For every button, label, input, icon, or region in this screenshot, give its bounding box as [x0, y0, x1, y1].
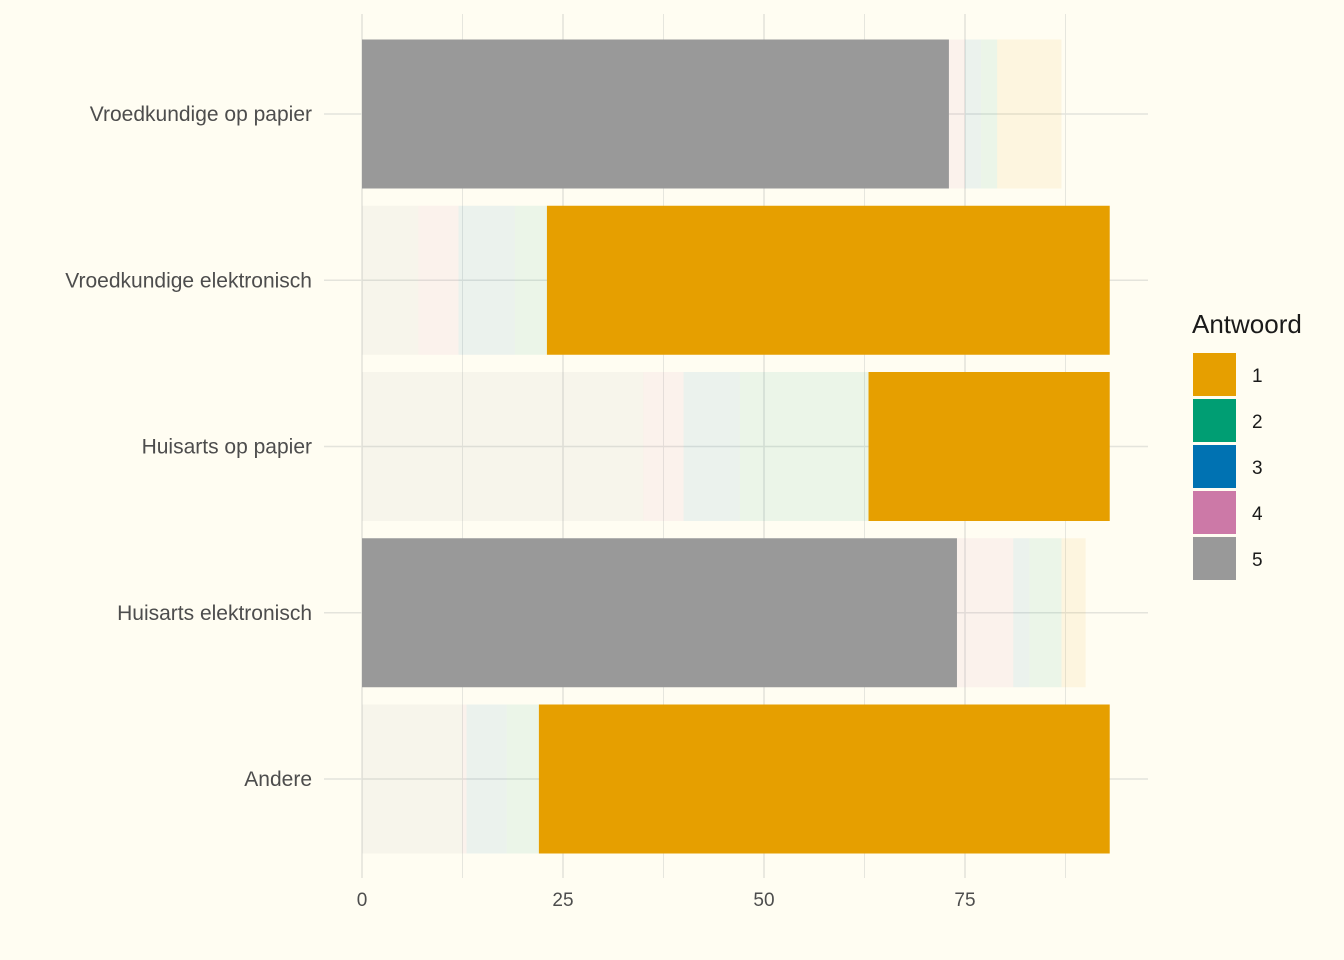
x-axis-labels: 0 25 50 75 [357, 890, 976, 911]
y-axis-labels: Vroedkundige op papier Vroedkundige elekt… [65, 103, 312, 791]
legend-label: 3 [1252, 458, 1263, 479]
legend-label: 4 [1252, 504, 1263, 525]
bar-segment-series-1 [997, 39, 1062, 189]
legend: Antwoord 1 2 3 4 5 [1192, 309, 1302, 580]
bar-segment-series-2 [739, 372, 869, 521]
bars [362, 39, 1110, 854]
bar-segment-series-3 [1013, 538, 1030, 688]
bar-segment-series-4 [462, 704, 467, 854]
x-tick-label: 25 [552, 890, 573, 911]
bar-segment-series-5 [362, 538, 957, 688]
bar-segment-series-2 [506, 704, 539, 854]
category-label: Andere [244, 768, 312, 791]
bar-segment-series-3 [466, 704, 507, 854]
x-tick-label: 0 [357, 890, 368, 911]
bar-segment-series-3 [458, 205, 515, 355]
bar-segment-series-4 [418, 205, 459, 355]
bar-segment-series-5 [362, 205, 419, 355]
category-label: Huisarts elektronisch [117, 602, 312, 625]
category-label: Vroedkundige elektronisch [65, 269, 312, 292]
x-tick-label: 75 [954, 890, 975, 911]
bar-segment-series-2 [1029, 538, 1062, 688]
bar-segment-series-4 [948, 39, 965, 189]
bar-segment-series-4 [643, 372, 684, 521]
x-tick-label: 50 [753, 890, 774, 911]
bar-segment-series-1 [538, 704, 1110, 854]
legend-swatch-5 [1193, 537, 1236, 580]
bar-segment-series-5 [362, 39, 949, 189]
category-label: Vroedkundige op papier [90, 103, 312, 126]
category-label: Huisarts op papier [142, 436, 312, 459]
legend-label: 2 [1252, 412, 1263, 433]
bar-segment-series-1 [1061, 538, 1086, 688]
legend-label: 5 [1252, 550, 1263, 571]
bar-segment-series-2 [514, 205, 547, 355]
legend-label: 1 [1252, 366, 1263, 387]
bar-segment-series-1 [546, 205, 1110, 355]
bar-segment-series-3 [683, 372, 740, 521]
bar-segment-series-2 [981, 39, 998, 189]
bar-segment-series-5 [362, 704, 463, 854]
bar-segment-series-1 [868, 372, 1110, 521]
bar-segment-series-5 [362, 372, 644, 521]
legend-title: Antwoord [1192, 309, 1302, 339]
legend-swatch-1 [1193, 353, 1236, 396]
legend-swatch-4 [1193, 491, 1236, 534]
legend-swatch-3 [1193, 445, 1236, 488]
bar-segment-series-3 [965, 39, 982, 189]
legend-swatch-2 [1193, 399, 1236, 442]
bar-segment-series-4 [956, 538, 1014, 688]
